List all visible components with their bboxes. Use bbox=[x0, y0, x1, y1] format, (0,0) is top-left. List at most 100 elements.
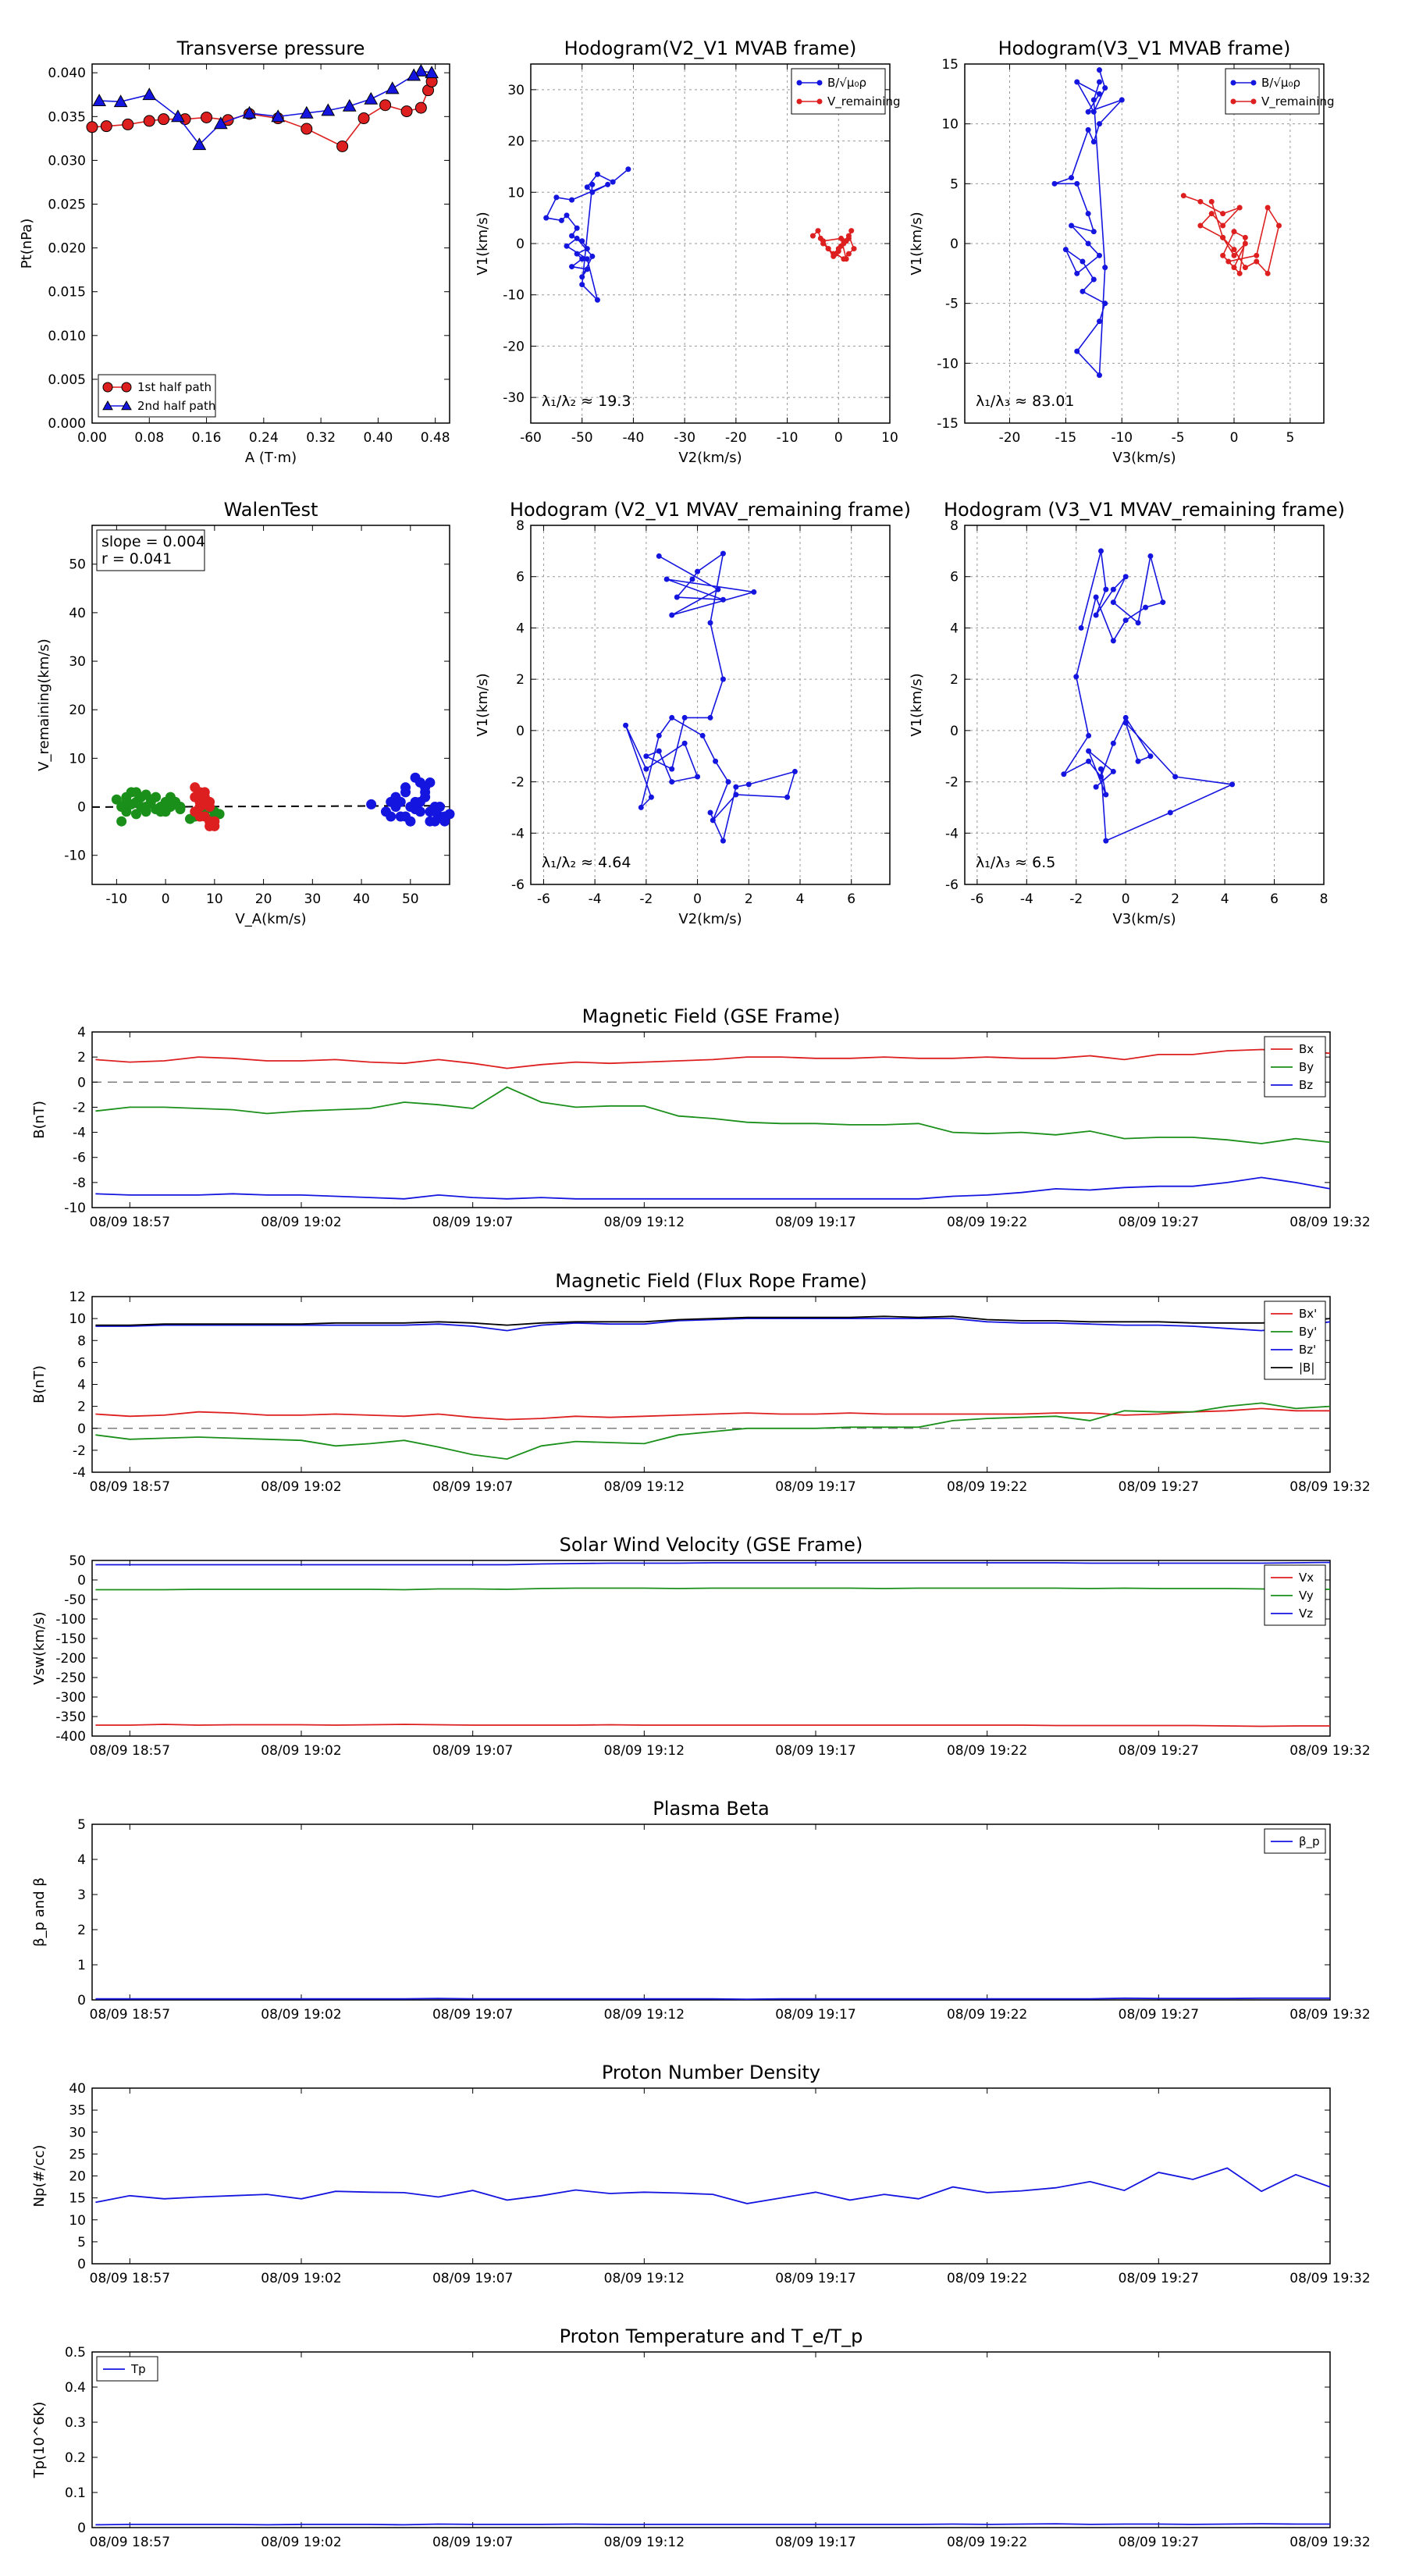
h1-point bbox=[845, 251, 852, 257]
velocity-ylabel: Vsw(km/s) bbox=[31, 1612, 48, 1685]
velocity-xtick-label: 08/09 18:57 bbox=[90, 1743, 170, 1759]
h1-legend-marker bbox=[796, 80, 802, 86]
h2-point bbox=[1102, 85, 1108, 91]
tp-xlabel: A (T·m) bbox=[245, 450, 297, 466]
walen-ytick-label: 0 bbox=[77, 800, 86, 816]
walen-point bbox=[121, 806, 132, 817]
beta-ylabel: β_p and β bbox=[31, 1877, 48, 1947]
beta-series-line-0 bbox=[95, 1997, 1330, 2001]
tp-point bbox=[100, 120, 112, 133]
tp-legend-marker bbox=[121, 400, 132, 411]
walen-xtick-label: -10 bbox=[105, 891, 127, 907]
tp-point bbox=[336, 140, 349, 152]
h4-point bbox=[1147, 553, 1154, 559]
h1-point bbox=[831, 251, 837, 257]
velocity-legend-label: Vx bbox=[1299, 1571, 1314, 1585]
h1-point bbox=[815, 228, 821, 234]
tp-point bbox=[171, 109, 185, 123]
h2-point bbox=[1119, 97, 1125, 103]
h4-xtick-label: 2 bbox=[1171, 891, 1179, 907]
h4-point bbox=[1110, 740, 1116, 746]
h1-ytick-label: 0 bbox=[516, 237, 525, 252]
tp-ytick-label: 0.035 bbox=[48, 109, 86, 125]
tp-point bbox=[301, 123, 313, 135]
h4-point bbox=[1103, 586, 1109, 592]
h3-xtick-label: 0 bbox=[693, 891, 702, 907]
h4-point bbox=[1122, 617, 1129, 624]
h1-point bbox=[579, 238, 585, 244]
velocity-xtick-label: 08/09 19:32 bbox=[1289, 1743, 1370, 1759]
tp-point bbox=[201, 111, 213, 123]
magfield_gse-legend-label: Bz bbox=[1299, 1078, 1313, 1092]
h4-ytick-label: -4 bbox=[945, 826, 959, 841]
density-ytick-label: 30 bbox=[69, 2125, 86, 2140]
h3-xtick-label: -6 bbox=[537, 891, 550, 907]
h1-ytick-label: 20 bbox=[507, 134, 525, 150]
temperature-xtick-label: 08/09 19:22 bbox=[947, 2535, 1027, 2550]
h4-eigen-ratio: λ₁/λ₃ ≈ 6.5 bbox=[976, 854, 1055, 871]
h2-legend-marker bbox=[1230, 80, 1236, 86]
h1-xtick-label: -20 bbox=[725, 430, 747, 446]
h4-point bbox=[1103, 838, 1109, 844]
beta-xtick-label: 08/09 19:27 bbox=[1119, 2007, 1199, 2023]
walen-point bbox=[214, 809, 225, 820]
h1-point bbox=[843, 256, 849, 262]
h4-point bbox=[1110, 586, 1116, 592]
h4-xtick-label: -2 bbox=[1069, 891, 1083, 907]
h2-ytick-label: -5 bbox=[945, 297, 959, 312]
h1-xtick-label: -40 bbox=[623, 430, 645, 446]
walen-point bbox=[130, 787, 141, 798]
walen-xtick-label: 40 bbox=[353, 891, 370, 907]
h2-point bbox=[1225, 258, 1232, 265]
beta-ytick-label: 3 bbox=[77, 1888, 86, 1903]
h3-point bbox=[720, 838, 726, 844]
tp-point bbox=[122, 118, 134, 130]
magfield_fr-xtick-label: 08/09 19:07 bbox=[432, 1479, 513, 1495]
tp-point bbox=[342, 98, 357, 112]
tp-panel: 0.00 0.08 0.16 0.24 0.32 0.40 0.48 0.000 0.005 0.… bbox=[19, 37, 450, 466]
velocity-series-line-0 bbox=[95, 1724, 1330, 1727]
h1-axes-frame bbox=[530, 63, 891, 424]
velocity-title: Solar Wind Velocity (GSE Frame) bbox=[560, 1534, 863, 1556]
velocity-xtick-label: 08/09 19:12 bbox=[604, 1743, 685, 1759]
h2-xtick-label: -20 bbox=[999, 430, 1021, 446]
beta-panel: 08/09 18:57 08/09 19:02 08/09 19:07 08/09 1… bbox=[31, 1798, 1371, 2023]
h1-xtick-label: -50 bbox=[571, 430, 593, 446]
h2-point bbox=[1197, 198, 1204, 205]
h3-point bbox=[791, 768, 798, 774]
h1-xtick-label: -30 bbox=[674, 430, 695, 446]
walen-point bbox=[160, 806, 171, 817]
h1-point bbox=[584, 266, 590, 272]
h1-legend-box bbox=[791, 68, 886, 115]
h2-point bbox=[1085, 109, 1091, 115]
walen-annotation: slope = 0.004 bbox=[101, 533, 205, 550]
h3-point bbox=[751, 589, 757, 595]
velocity-ytick-label: -250 bbox=[55, 1670, 86, 1686]
magfield_fr-xtick-label: 08/09 19:12 bbox=[604, 1479, 685, 1495]
magfield_gse-series-line-2 bbox=[95, 1176, 1331, 1200]
magfield_gse-ytick-label: 4 bbox=[77, 1025, 86, 1041]
tp-point bbox=[271, 109, 286, 123]
tp-axes-frame bbox=[91, 63, 450, 424]
walen-point bbox=[199, 787, 210, 798]
velocity-ytick-label: -100 bbox=[55, 1612, 86, 1628]
tp-legend-marker bbox=[102, 400, 113, 411]
h1-point bbox=[574, 235, 580, 241]
h1-ytick-label: 30 bbox=[507, 83, 525, 98]
h4-point bbox=[1086, 732, 1092, 738]
temperature-xtick-label: 08/09 19:17 bbox=[775, 2535, 855, 2550]
density-panel: 08/09 18:57 08/09 19:02 08/09 19:07 08/09 1… bbox=[31, 2062, 1371, 2286]
velocity-legend-label: Vy bbox=[1299, 1589, 1314, 1603]
magfield_gse-axes-frame bbox=[91, 1031, 1331, 1208]
magfield_fr-legend-label: |B| bbox=[1299, 1361, 1314, 1375]
h2-point bbox=[1090, 97, 1097, 103]
h2-ylabel: V1(km/s) bbox=[909, 212, 925, 275]
beta-axes-frame bbox=[91, 1823, 1331, 2001]
h2-xtick-label: -10 bbox=[1111, 430, 1133, 446]
h1-ytick-label: -30 bbox=[503, 390, 525, 406]
h4-xtick-label: 0 bbox=[1122, 891, 1130, 907]
beta-xtick-label: 08/09 19:07 bbox=[432, 2007, 513, 2023]
temperature-xtick-label: 08/09 19:32 bbox=[1289, 2535, 1370, 2550]
magfield_gse-xtick-label: 08/09 18:57 bbox=[90, 1215, 170, 1230]
